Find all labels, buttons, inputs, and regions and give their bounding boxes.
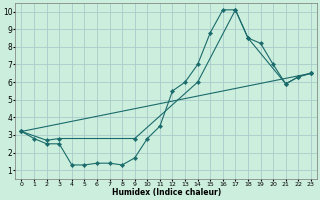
X-axis label: Humidex (Indice chaleur): Humidex (Indice chaleur) bbox=[112, 188, 221, 197]
